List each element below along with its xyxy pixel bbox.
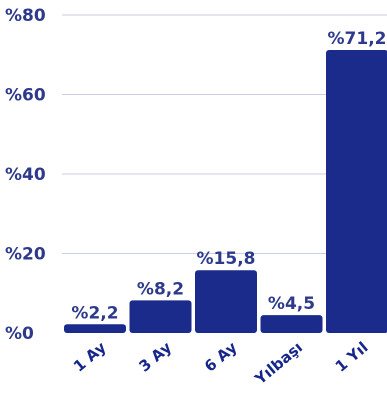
data-label: %4,5 <box>268 294 315 314</box>
data-label: %8,2 <box>137 279 184 299</box>
bar <box>129 300 192 333</box>
data-label: %71,2 <box>328 29 387 49</box>
bar <box>326 49 387 333</box>
y-tick-label: %40 <box>5 165 46 185</box>
data-label: %15,8 <box>197 249 256 269</box>
x-axis-labels: 1 Ay 3 Ay 6 Ay Yılbaşı 1 Yıl <box>70 338 372 389</box>
y-axis-ticks: %0 %20 %40 %60 %80 <box>5 6 46 344</box>
bar <box>195 270 257 333</box>
data-label: %2,2 <box>71 303 118 323</box>
bar <box>64 324 126 333</box>
bars <box>64 49 387 333</box>
x-tick-label: 1 Yıl <box>332 338 372 375</box>
data-labels: %2,2 %8,2 %15,8 %4,5 %71,2 <box>71 29 386 323</box>
y-tick-label: %20 <box>5 245 46 265</box>
y-tick-label: %0 <box>5 324 34 344</box>
x-tick-label: 1 Ay <box>70 338 110 375</box>
y-tick-label: %60 <box>5 86 46 106</box>
y-tick-label: %80 <box>5 6 46 26</box>
bar <box>260 315 323 333</box>
x-tick-label: Yılbaşı <box>251 338 306 388</box>
x-tick-label: 3 Ay <box>136 338 176 375</box>
x-tick-label: 6 Ay <box>201 338 241 375</box>
